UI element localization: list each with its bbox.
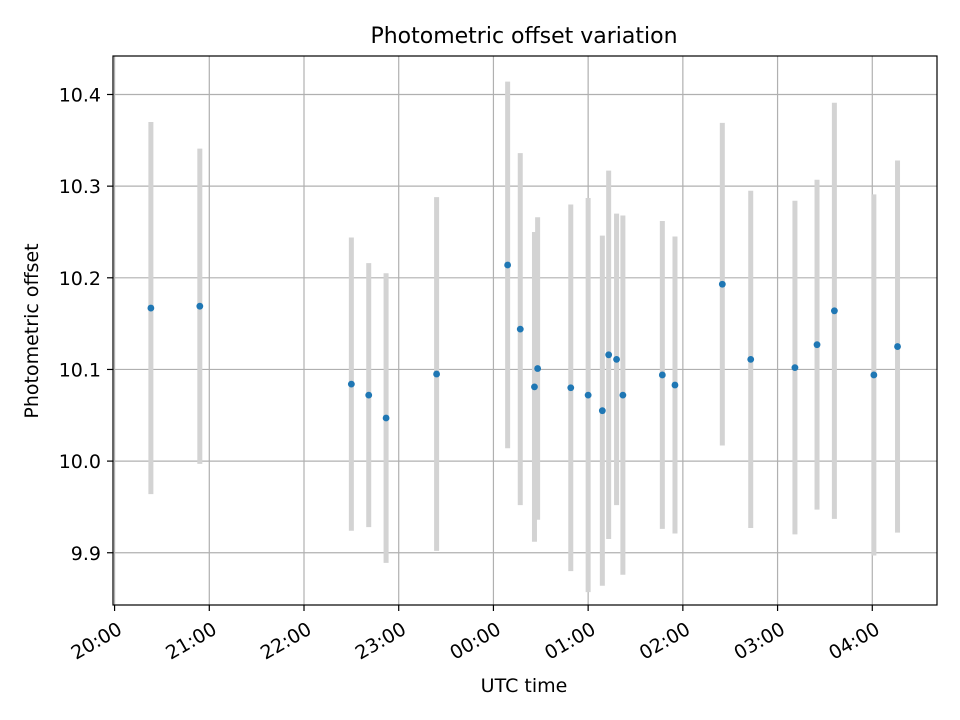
- x-tick-label: 01:00: [541, 618, 599, 664]
- y-tick-label: 10.2: [59, 268, 101, 290]
- data-point: [147, 304, 155, 312]
- data-point: [534, 365, 542, 372]
- data-point: [718, 280, 726, 288]
- y-tick-label: 9.9: [71, 543, 101, 565]
- y-tick-label: 10.4: [59, 84, 101, 106]
- x-tick-label: 20:00: [67, 618, 125, 664]
- data-point: [516, 325, 524, 333]
- data-point: [598, 407, 606, 415]
- x-tick-label: 21:00: [162, 618, 220, 664]
- plot-frame: [112, 55, 938, 606]
- data-point: [433, 370, 441, 378]
- y-tick-label: 10.0: [59, 451, 101, 473]
- data-point: [196, 302, 204, 310]
- data-point: [671, 381, 679, 389]
- data-point: [504, 261, 512, 269]
- data-point: [830, 307, 838, 315]
- data-point: [870, 371, 878, 379]
- x-axis-ticks: 20:00 21:00 22:00 23:00 00:00 01:00 02:00 03:00…: [67, 605, 884, 664]
- data-point: [382, 414, 390, 422]
- y-tick-label: 10.3: [59, 176, 101, 198]
- data-point: [584, 391, 592, 399]
- data-point: [567, 384, 575, 392]
- x-tick-label: 23:00: [352, 618, 410, 664]
- x-tick-label: 02:00: [636, 618, 694, 664]
- data-point: [605, 351, 613, 359]
- data-point: [619, 391, 627, 399]
- x-tick-label: 04:00: [825, 618, 883, 664]
- data-point: [613, 355, 620, 363]
- data-point: [347, 380, 355, 388]
- y-axis-ticks: 9.9 10.0 10.1 10.2 10.3 10.4: [59, 84, 113, 565]
- data-points: [147, 261, 901, 422]
- data-point: [658, 371, 666, 379]
- grid: [113, 56, 937, 605]
- data-point: [894, 343, 901, 350]
- x-axis-label: UTC time: [481, 675, 568, 697]
- error-bars: [148, 81, 901, 593]
- data-point: [531, 383, 538, 391]
- x-tick-label: 00:00: [446, 618, 504, 664]
- y-tick-label: 10.1: [59, 359, 101, 381]
- data-point: [747, 355, 755, 363]
- data-point: [791, 364, 799, 372]
- data-point: [813, 341, 821, 349]
- data-point: [365, 391, 373, 399]
- x-tick-label: 22:00: [257, 618, 315, 664]
- y-axis-label: Photometric offset: [21, 243, 43, 418]
- chart-title: Photometric offset variation: [370, 24, 677, 49]
- x-tick-label: 03:00: [730, 618, 788, 664]
